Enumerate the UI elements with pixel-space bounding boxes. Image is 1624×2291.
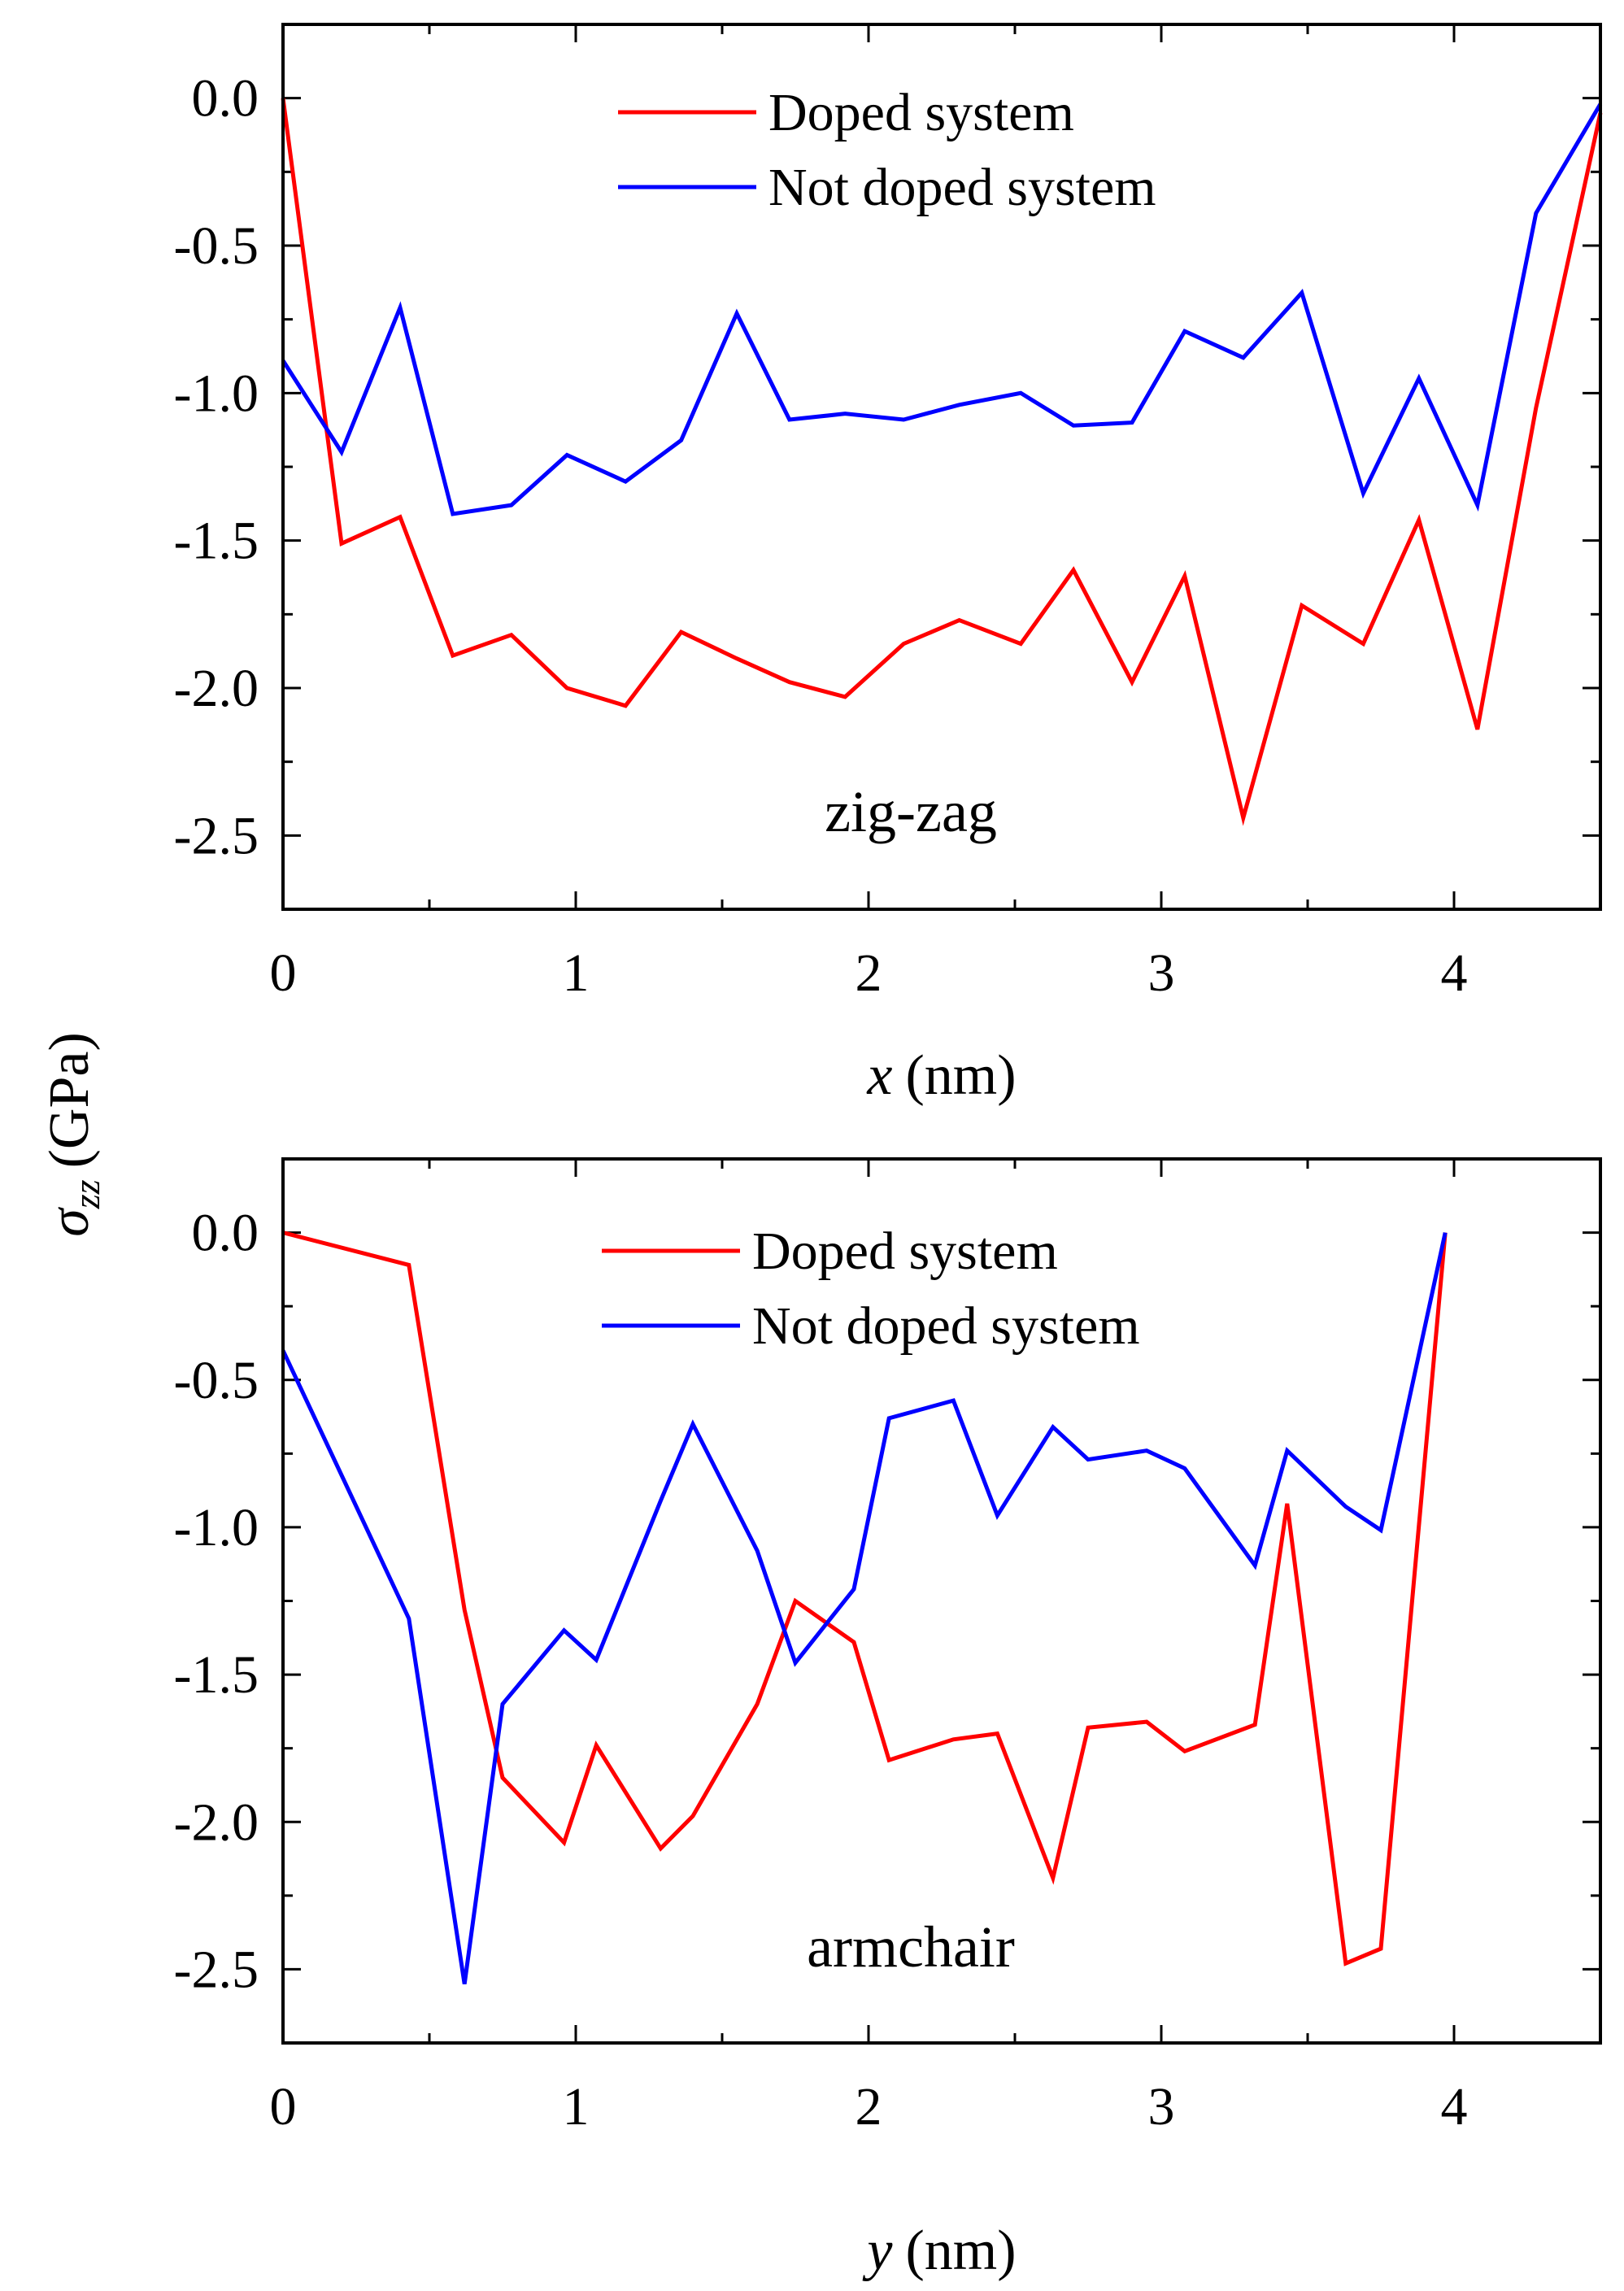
series-line-not-doped	[281, 102, 1603, 516]
y-tick-label: -2.0	[174, 659, 259, 718]
x-axis-label: y (nm)	[862, 2219, 1016, 2282]
x-tick-label: 4	[1441, 2077, 1468, 2136]
panel-annotation: armchair	[807, 1914, 1015, 1980]
legend-label: Not doped system	[752, 1296, 1140, 1356]
ylabel-unit: (GPa)	[38, 1032, 101, 1168]
x-tick-label: 2	[856, 943, 882, 1003]
series-line-doped	[282, 1230, 1448, 1967]
shared-y-axis-label: σzz (GPa)	[38, 1032, 107, 1237]
legend: Doped system Not doped system	[602, 1222, 1140, 1356]
y-tick-label: -2.5	[174, 1940, 259, 1999]
plot-frame	[281, 23, 1602, 911]
series-line-not-doped	[281, 1232, 1448, 1984]
y-tick-label: -0.5	[174, 216, 259, 276]
x-tick-label: 1	[563, 943, 590, 1003]
y-tick-label: -1.0	[174, 1498, 259, 1557]
tick-labels: 0 1 2 3 4 0.0 -0.5 -1.0 -1.5 -2.0 -2.5	[174, 1204, 1468, 2136]
tick-labels: 0 1 2 3 4 0.0 -0.5 -1.0 -1.5 -2.0 -2.5	[174, 69, 1468, 1003]
x-tick-label: 4	[1441, 943, 1468, 1003]
series-lines	[281, 98, 1603, 826]
x-tick-label: 3	[1148, 2077, 1175, 2136]
y-tick-label: 0.0	[192, 1204, 259, 1263]
xlabel-var: y	[862, 2219, 893, 2282]
x-axis-label: x (nm)	[866, 1044, 1016, 1107]
xlabel-var: x	[866, 1044, 892, 1107]
legend: Doped system Not doped system	[618, 83, 1156, 217]
axes-ticks	[281, 1157, 1602, 2045]
y-tick-label: -1.0	[174, 364, 259, 423]
legend-label: Doped system	[768, 83, 1074, 142]
plot-frame	[281, 1157, 1602, 2045]
x-tick-label: 0	[270, 943, 297, 1003]
legend-label: Doped system	[752, 1222, 1058, 1281]
y-tick-label: -0.5	[174, 1351, 259, 1410]
ylabel-subscript: zz	[66, 1179, 107, 1209]
ylabel-symbol: σ	[38, 1207, 101, 1237]
y-tick-label: -2.5	[174, 806, 259, 865]
xlabel-unit: (nm)	[906, 1044, 1017, 1107]
panel-armchair: 0 1 2 3 4 0.0 -0.5 -1.0 -1.5 -2.0 -2.5 Doped syste…	[174, 1157, 1602, 2282]
series-line-doped	[281, 98, 1603, 826]
svg-text:σzz(GPa): σzz (GPa)	[38, 1032, 107, 1237]
legend-label: Not doped system	[768, 158, 1156, 217]
series-lines	[281, 1230, 1448, 1984]
x-tick-label: 1	[563, 2077, 590, 2136]
y-tick-label: -1.5	[174, 1645, 259, 1705]
y-tick-label: 0.0	[192, 69, 259, 128]
panel-annotation: zig-zag	[825, 779, 997, 844]
y-tick-label: -1.5	[174, 512, 259, 571]
x-tick-label: 0	[270, 2077, 297, 2136]
y-tick-label: -2.0	[174, 1792, 259, 1852]
x-tick-label: 3	[1148, 943, 1175, 1003]
x-tick-label: 2	[856, 2077, 882, 2136]
panel-zigzag: 0 1 2 3 4 0.0 -0.5 -1.0 -1.5 -2.0 -2.5 Doped syste…	[174, 23, 1603, 1107]
xlabel-unit: (nm)	[906, 2219, 1017, 2282]
